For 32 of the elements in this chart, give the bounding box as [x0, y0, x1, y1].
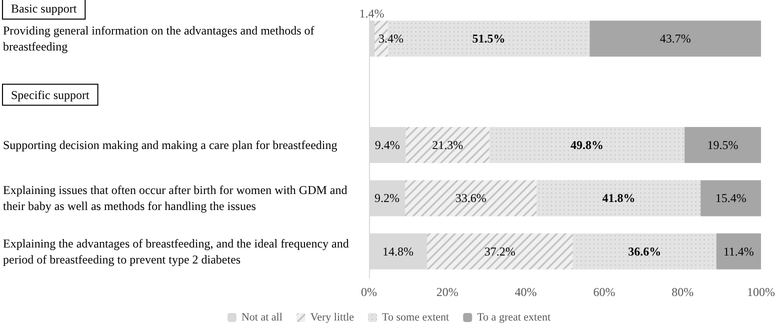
x-tick-label: 100%	[747, 285, 775, 299]
y-tick-label: Supporting decision making and making a care plan for breastfeeding	[3, 138, 338, 152]
legend-label: To a great extent	[477, 312, 551, 324]
y-tick-label: Explaining the advantages of breastfeeding, and the ideal frequency and period of breastfeeding to prevent type 2 diabetes	[3, 236, 352, 266]
y-tick-label: Providing general information on the advantages and methods of breastfeeding	[3, 24, 318, 54]
legend-label: Not at all	[241, 312, 282, 324]
data-label: 43.7%	[660, 32, 691, 46]
legend-label: Very little	[310, 312, 354, 324]
data-label: 3.4%	[378, 32, 404, 46]
data-label: 15.4%	[715, 191, 746, 206]
text: Basic support	[11, 2, 78, 16]
x-tick-label: 0%	[361, 285, 377, 299]
x-tick-label: 60%	[593, 285, 616, 299]
data-label: 1.4%	[359, 6, 384, 21]
data-label: 21.3%	[432, 138, 464, 152]
data-label: 36.6%	[628, 244, 662, 258]
data-label: 14.8%	[382, 244, 414, 258]
text: Specific support	[11, 88, 90, 102]
data-label: 9.4%	[374, 138, 400, 152]
data-label: 33.6%	[455, 191, 486, 206]
x-tick-label: 20%	[436, 285, 458, 299]
data-label: 37.2%	[484, 244, 516, 258]
data-label: 11.4%	[723, 244, 754, 258]
legend-label: To some extent	[382, 312, 450, 324]
y-tick-label: Explaining issues that often occur after birth for women with GDM and their baby as well as methods for handling the issues	[3, 183, 350, 214]
x-tick-label: 40%	[514, 285, 537, 299]
data-label: 9.2%	[374, 191, 400, 206]
data-label: 51.5%	[472, 32, 506, 46]
x-tick-label: 80%	[672, 285, 694, 299]
data-label: 41.8%	[602, 191, 636, 206]
data-label: 49.8%	[570, 138, 604, 152]
data-label: 19.5%	[707, 138, 738, 152]
